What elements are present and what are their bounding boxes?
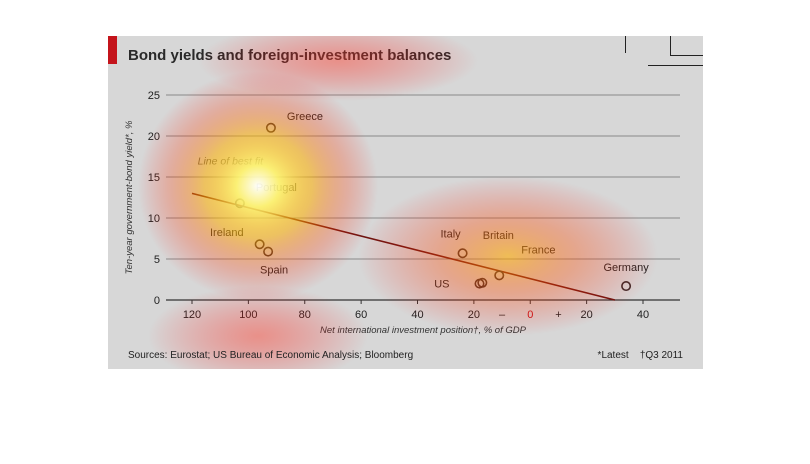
y-axis-label: Ten-year government-bond yield*, % [124, 120, 135, 274]
x-tick-label: 100 [239, 309, 257, 321]
label-italy: Italy [441, 228, 462, 240]
x-minus-sign: – [499, 309, 506, 321]
x-tick-label: 20 [581, 309, 593, 321]
x-tick-label: 120 [183, 309, 201, 321]
footnote-latest: *Latest [597, 350, 629, 361]
sources-note: Sources: Eurostat; US Bureau of Economic… [128, 350, 414, 361]
footnote-q3: †Q3 2011 [639, 350, 683, 361]
crop-mark [648, 65, 703, 66]
label-us: US [434, 279, 449, 291]
point-france [494, 270, 505, 281]
label-germany: Germany [603, 262, 649, 274]
x-tick-label: 40 [411, 309, 423, 321]
point-spain [263, 246, 274, 257]
fit-line-label: Line of best fit [198, 156, 264, 168]
accent-bar [108, 36, 117, 64]
chart-figure: Bond yields and foreign-investment balan… [108, 36, 703, 369]
label-spain: Spain [260, 265, 288, 277]
label-france: France [521, 244, 555, 256]
label-ireland: Ireland [210, 227, 244, 239]
x-tick-label: 60 [355, 309, 367, 321]
label-britain: Britain [483, 230, 514, 242]
crop-mark [670, 36, 671, 55]
x-tick-label: 40 [637, 309, 649, 321]
y-tick-label: 15 [148, 172, 160, 184]
scatter-plot: 0 5 10 15 20 25 120 100 80 60 40 20 0 20 40 – + Net inter… [124, 90, 680, 336]
x-tick-label: 0 [527, 309, 533, 321]
x-tick-label: 80 [299, 309, 311, 321]
x-tick-label: 20 [468, 309, 480, 321]
y-tick-label: 10 [148, 213, 160, 225]
crop-mark [625, 36, 626, 53]
crop-mark [670, 55, 703, 56]
label-portugal: Portugal [256, 182, 297, 194]
label-greece: Greece [287, 111, 323, 123]
point-greece [265, 122, 276, 133]
y-tick-label: 20 [148, 131, 160, 143]
y-tick-label: 0 [154, 295, 160, 307]
point-germany [621, 281, 632, 292]
point-italy [457, 248, 468, 259]
footnote: *Latest †Q3 2011 [598, 350, 683, 361]
x-plus-sign: + [555, 309, 561, 321]
x-axis-label: Net international investment position†, … [320, 325, 527, 336]
point-ireland [254, 239, 265, 250]
y-tick-label: 25 [148, 90, 160, 102]
y-tick-label: 5 [154, 254, 160, 266]
